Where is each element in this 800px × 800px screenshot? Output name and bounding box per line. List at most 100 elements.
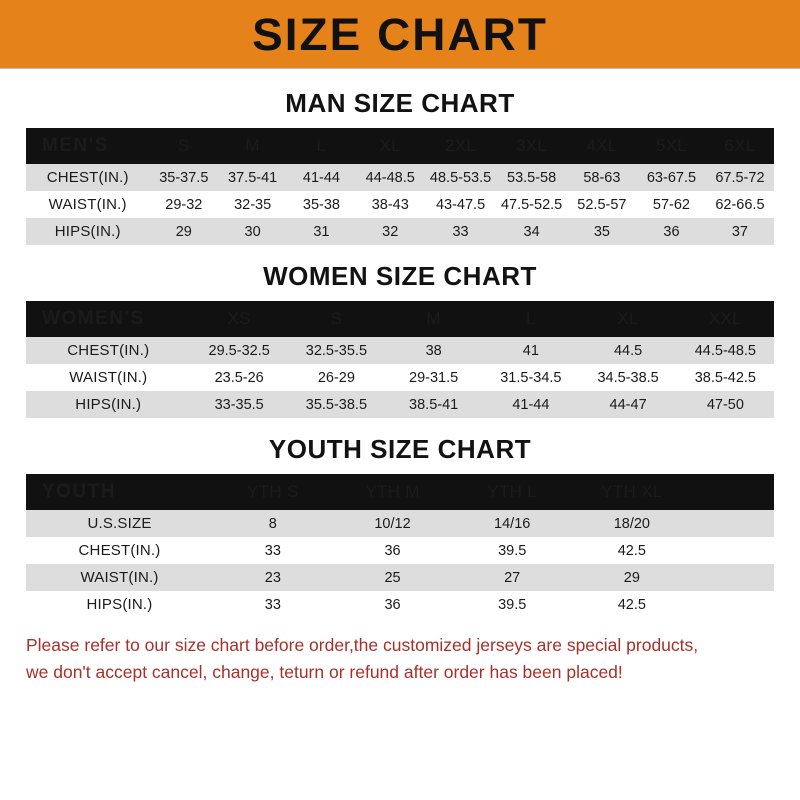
youth-cell: 33 [264, 542, 281, 559]
youth-col-header: YTH S [247, 482, 299, 501]
table-row: U.S.SIZE 8 10/12 14/16 18/20 [26, 510, 774, 537]
women-cell: 44-47 [609, 396, 647, 413]
men-col-header: 3XL [516, 136, 548, 155]
men-size-table: MEN'S S M L XL 2XL 3XL 4XL 5XL 6XL CHEST… [26, 128, 774, 245]
men-cell: 67.5-72 [715, 169, 765, 186]
youth-row-label: U.S.SIZE [87, 515, 152, 532]
table-row: HIPS(IN.) 29 30 31 32 33 34 35 36 37 [26, 218, 774, 245]
youth-cell: 14/16 [494, 515, 531, 532]
men-cell: 31 [313, 223, 330, 240]
men-col-header: 6XL [724, 136, 756, 155]
women-cell: 35.5-38.5 [305, 396, 368, 413]
women-col-header: XXL [708, 309, 742, 328]
men-col-header: L [316, 136, 327, 155]
youth-table-body: U.S.SIZE 8 10/12 14/16 18/20 CHEST(IN.) … [26, 510, 774, 618]
men-cell: 43-47.5 [435, 196, 486, 213]
men-cell: 30 [244, 223, 261, 240]
women-cell: 32.5-35.5 [305, 342, 368, 359]
men-cell: 29 [175, 223, 192, 240]
table-row: CHEST(IN.) 29.5-32.5 32.5-35.5 38 41 44.… [26, 337, 774, 364]
women-cell: 26-29 [317, 369, 355, 386]
youth-cell: 29 [623, 569, 640, 586]
youth-cell-empty [692, 564, 774, 591]
men-row-label: CHEST(IN.) [46, 169, 129, 186]
women-col-header: S [330, 309, 343, 328]
youth-cell: 42.5 [617, 542, 646, 559]
youth-col-header: YTH XL [601, 482, 663, 501]
footer-line-1: Please refer to our size chart before or… [26, 635, 699, 655]
youth-header-row: YOUTH YTH S YTH M YTH L YTH XL [26, 474, 774, 510]
table-row: WAIST(IN.) 29-32 32-35 35-38 38-43 43-47… [26, 191, 774, 218]
women-cell: 38.5-42.5 [694, 369, 756, 386]
women-section-title: WOMEN SIZE CHART [263, 261, 537, 291]
table-row: WAIST(IN.) 23 25 27 29 [26, 564, 774, 591]
men-cell: 48.5-53.5 [429, 169, 492, 186]
youth-section-title: YOUTH SIZE CHART [268, 434, 532, 464]
women-cell: 29.5-32.5 [208, 342, 270, 359]
men-header-row: MEN'S S M L XL 2XL 3XL 4XL 5XL 6XL [26, 128, 774, 164]
men-cell: 37 [731, 223, 748, 240]
men-cell: 35-37.5 [159, 169, 209, 186]
footer-disclaimer: Please refer to our size chart before or… [0, 632, 800, 686]
men-cell: 29-32 [165, 196, 203, 213]
men-cell: 52.5-57 [577, 196, 627, 213]
table-row: HIPS(IN.) 33 36 39.5 42.5 [26, 591, 774, 618]
men-cell: 44-48.5 [365, 169, 415, 186]
table-row: CHEST(IN.) 33 36 39.5 42.5 [26, 537, 774, 564]
men-cell: 35-38 [302, 196, 340, 213]
youth-cell: 42.5 [617, 596, 646, 613]
youth-cell: 27 [504, 569, 521, 586]
men-cell: 37.5-41 [228, 169, 278, 186]
women-cell: 47-50 [706, 396, 744, 413]
men-cell: 36 [663, 223, 680, 240]
women-cell: 41-44 [512, 396, 550, 413]
men-table-header: MEN'S S M L XL 2XL 3XL 4XL 5XL 6XL [26, 128, 774, 164]
youth-cell: 36 [384, 596, 401, 613]
women-size-table: WOMEN'S XS S M L XL XXL CHEST(IN.) 29.5-… [26, 301, 774, 418]
women-table-header: WOMEN'S XS S M L XL XXL [26, 301, 774, 337]
women-cell: 29-31.5 [409, 369, 459, 386]
table-row: CHEST(IN.) 35-37.5 37.5-41 41-44 44-48.5… [26, 164, 774, 191]
youth-table-header: YOUTH YTH S YTH M YTH L YTH XL [26, 474, 774, 510]
youth-cell: 36 [384, 542, 401, 559]
men-col-header: 4XL [586, 136, 618, 155]
women-cell: 33-35.5 [214, 396, 264, 413]
youth-cell: 8 [268, 515, 277, 532]
youth-cell: 25 [384, 569, 401, 586]
women-cell: 31.5-34.5 [500, 369, 562, 386]
women-cell: 34.5-38.5 [597, 369, 659, 386]
women-cell: 44.5 [613, 342, 643, 359]
women-col-header: L [525, 309, 536, 328]
men-cell: 63-67.5 [646, 169, 697, 186]
youth-cell: 33 [264, 596, 281, 613]
women-corner-label: WOMEN'S [42, 308, 145, 329]
youth-section: YOUTH SIZE CHART YOUTH YTH S YTH M YTH L… [0, 436, 800, 618]
women-section: WOMEN SIZE CHART WOMEN'S XS S M L XL XXL [0, 263, 800, 418]
men-col-header: M [245, 136, 260, 155]
women-row-label: WAIST(IN.) [69, 369, 148, 386]
men-row-label: HIPS(IN.) [54, 223, 121, 240]
men-col-header: S [177, 136, 190, 155]
women-col-header: M [426, 309, 441, 328]
youth-row-label: WAIST(IN.) [80, 569, 159, 586]
men-col-header: XL [379, 136, 401, 155]
youth-row-label: CHEST(IN.) [78, 542, 161, 559]
youth-cell: 10/12 [374, 515, 411, 532]
youth-cell: 39.5 [498, 596, 527, 613]
youth-cell-empty [692, 591, 774, 618]
youth-col-header-empty [692, 474, 774, 510]
youth-col-header: YTH L [487, 482, 538, 501]
men-corner-label: MEN'S [42, 135, 109, 156]
table-row: WAIST(IN.) 23.5-26 26-29 29-31.5 31.5-34… [26, 364, 774, 391]
men-cell: 47.5-52.5 [500, 196, 563, 213]
men-cell: 38-43 [371, 196, 409, 213]
youth-cell-empty [692, 510, 774, 537]
women-cell: 44.5-48.5 [694, 342, 756, 359]
men-cell: 33 [452, 223, 469, 240]
men-col-header: 5XL [655, 136, 688, 155]
men-col-header: 2XL [444, 136, 477, 155]
page-title: SIZE CHART [252, 8, 548, 60]
women-cell: 38.5-41 [409, 396, 459, 413]
youth-size-table: YOUTH YTH S YTH M YTH L YTH XL U.S.SIZE … [26, 474, 774, 618]
